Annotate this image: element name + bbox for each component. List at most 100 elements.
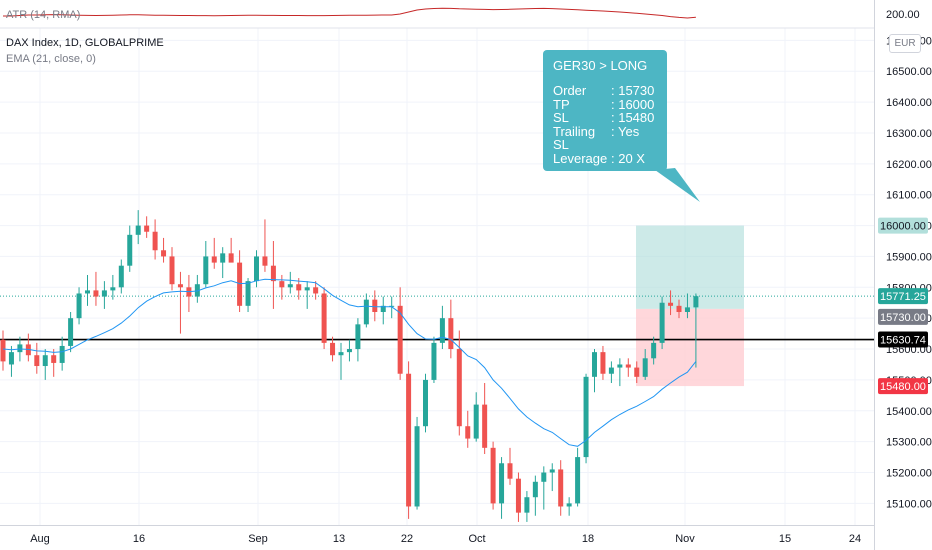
candle-body <box>465 426 471 439</box>
time-tick-label: 16 <box>133 533 145 545</box>
candle <box>304 281 310 309</box>
candle-body <box>583 376 589 458</box>
candle-body <box>228 253 234 263</box>
candle <box>228 237 234 263</box>
time-tick-label: 24 <box>849 533 861 545</box>
candle-body <box>51 355 57 363</box>
candle-body <box>439 318 445 343</box>
candle-body <box>220 253 226 263</box>
last-price-tag[interactable]: 15771.25 <box>878 288 928 305</box>
callout-key: Order <box>553 83 587 98</box>
price-tags: 16000.00 15771.25 15730.00 15630.74 15480.00 <box>878 217 928 395</box>
candle <box>431 336 437 383</box>
candle <box>363 293 369 328</box>
price-tick-label: 15200.00 <box>886 468 932 480</box>
candle-body <box>17 344 23 353</box>
level-price-tag[interactable]: 15630.74 <box>878 331 928 348</box>
candle <box>541 466 547 510</box>
candle <box>659 296 665 350</box>
candle-body <box>110 287 116 291</box>
candle <box>684 293 690 319</box>
candle <box>127 225 133 272</box>
candle <box>634 361 640 383</box>
candle-body <box>237 262 243 306</box>
target-zone[interactable] <box>636 225 744 309</box>
candle <box>465 410 471 448</box>
price-tick-label: 16200.00 <box>886 159 932 171</box>
candle-body <box>68 318 74 346</box>
candle-body <box>194 284 200 297</box>
price-tick-label: 16300.00 <box>886 128 932 140</box>
candle-body <box>651 342 657 359</box>
candle <box>0 330 6 371</box>
candle-body <box>296 284 302 291</box>
candle <box>144 216 150 238</box>
candle-body <box>161 250 167 257</box>
candle-body <box>515 478 521 513</box>
candle-body <box>270 265 276 282</box>
candle-body <box>575 457 581 504</box>
order-price-tag-bg <box>878 308 928 325</box>
atr-legend[interactable]: ATR (14, RMA) <box>6 9 81 21</box>
candle <box>406 361 412 519</box>
candle <box>51 349 57 377</box>
position-zones <box>636 225 744 387</box>
candle <box>490 441 496 510</box>
currency-badge[interactable]: EUR <box>889 34 921 53</box>
candle <box>482 383 488 454</box>
price-axis[interactable]: 15100.0015200.0015300.0015400.0015500.00… <box>886 9 932 510</box>
candle-body <box>59 345 65 363</box>
candle-body <box>592 352 597 377</box>
price-tick-label: 16500.00 <box>886 66 932 78</box>
candle-body <box>549 469 555 473</box>
sl-price-tag-bg <box>878 378 928 395</box>
candle-body <box>693 296 699 308</box>
tp-price-tag[interactable]: 16000.00 <box>878 217 928 234</box>
candle <box>507 447 513 485</box>
candle <box>237 250 243 312</box>
candle <box>549 463 555 492</box>
instrument-legend[interactable]: DAX Index, 1D, GLOBALPRIME <box>6 37 164 49</box>
order-price-tag[interactable]: 15730.00 <box>878 308 928 325</box>
candle-body <box>76 293 82 319</box>
ema-legend[interactable]: EMA (21, close, 0) <box>6 53 96 65</box>
candle <box>279 274 285 300</box>
candle <box>608 361 614 383</box>
candle <box>617 358 623 387</box>
callout-value: : 20 X <box>611 150 645 166</box>
candle-body <box>566 503 572 507</box>
callout-value: : 15480 <box>611 110 655 125</box>
candle <box>693 293 699 368</box>
tp-price-tag-text: 16000.00 <box>880 221 926 233</box>
candle-body <box>101 290 107 297</box>
time-tick-label: Sep <box>248 533 268 545</box>
candle-body <box>634 367 640 377</box>
candle-body <box>355 324 361 350</box>
candle <box>423 373 428 433</box>
price-tick-label: 15300.00 <box>886 437 932 449</box>
candle-body <box>118 265 124 288</box>
time-tick-label: Nov <box>675 533 695 545</box>
candle-body <box>85 290 90 294</box>
candle-body <box>642 358 648 377</box>
order-price-tag-text: 15730.00 <box>880 312 926 324</box>
candle <box>76 287 82 325</box>
price-tick-label: 15100.00 <box>886 498 932 510</box>
callout-key: TP <box>553 96 570 112</box>
candle <box>600 345 606 380</box>
candle <box>321 287 327 350</box>
candles <box>0 210 699 522</box>
callout-row-sl: SL : 15480 <box>553 111 654 125</box>
candle <box>203 241 209 288</box>
candle <box>177 271 183 334</box>
candle <box>524 491 530 522</box>
callout-value: : 15730 <box>611 83 655 98</box>
candle-body <box>177 284 183 288</box>
candle <box>346 339 352 362</box>
trade-callout[interactable]: GER30 > LONG Order : 15730 TP : 16000 SL… <box>543 50 667 171</box>
candle <box>414 416 420 510</box>
time-axis[interactable]: Aug 16 Sep 13 22 Oct 18 Nov 15 24 <box>30 533 861 545</box>
sl-price-tag[interactable]: 15480.00 <box>878 378 928 395</box>
candle <box>313 281 319 300</box>
